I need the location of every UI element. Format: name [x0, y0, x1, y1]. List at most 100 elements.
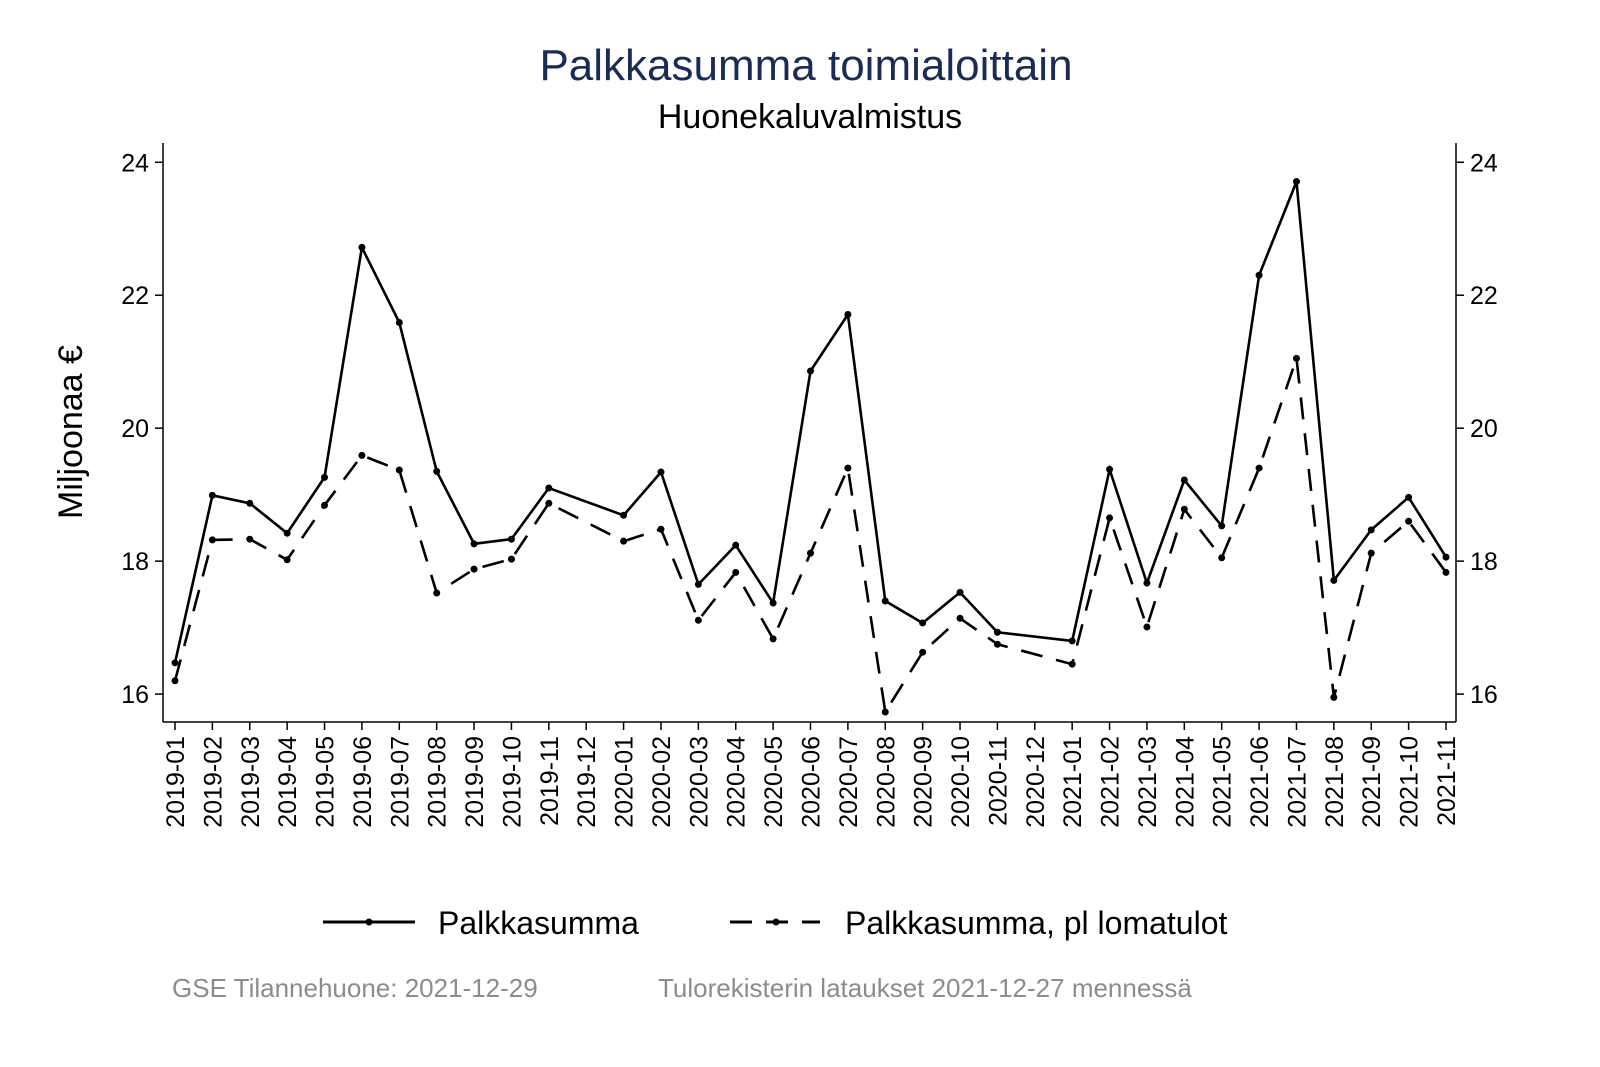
data-point — [507, 535, 515, 543]
x-tick-label: 2020-06 — [798, 736, 826, 828]
data-point — [1367, 526, 1375, 534]
x-tick-label: 2021-07 — [1283, 736, 1311, 828]
y-tick-label-left: 20 — [121, 415, 149, 443]
data-point — [1106, 465, 1114, 473]
data-point — [1292, 178, 1300, 186]
data-point — [1218, 522, 1226, 530]
x-tick-label: 2019-08 — [424, 736, 452, 828]
data-point — [171, 659, 179, 667]
x-tick-label: 2020-04 — [723, 736, 751, 828]
data-point — [208, 491, 216, 499]
legend-solid-marker — [365, 918, 373, 926]
x-tick-label: 2021-06 — [1246, 736, 1274, 828]
y-tick-label-right: 18 — [1470, 548, 1498, 576]
data-point — [1143, 579, 1151, 587]
data-point — [1180, 505, 1188, 513]
data-point — [694, 580, 702, 588]
data-point — [1180, 476, 1188, 484]
y-tick-label-right: 24 — [1470, 149, 1498, 177]
data-point — [470, 565, 478, 573]
x-tick-label: 2020-05 — [760, 736, 788, 828]
footer-data-note: Tulorekisterin lataukset 2021-12-27 menn… — [658, 973, 1192, 1003]
data-point — [171, 677, 179, 685]
x-tick-label: 2020-09 — [910, 736, 938, 828]
data-point — [1068, 637, 1076, 645]
series-line-pl-lomatulot — [173, 357, 1448, 716]
data-point — [358, 243, 366, 251]
data-point — [881, 597, 889, 605]
legend-label-palkkasumma: Palkkasumma — [438, 905, 639, 941]
footer-source-date: GSE Tilannehuone: 2021-12-29 — [172, 973, 538, 1003]
x-tick-label: 2021-01 — [1059, 736, 1087, 828]
data-point — [844, 464, 852, 472]
data-point — [732, 568, 740, 576]
data-point — [1442, 553, 1450, 561]
data-point — [395, 318, 403, 326]
data-point — [620, 511, 628, 519]
x-tick-label: 2019-11 — [536, 736, 564, 826]
data-point — [1218, 554, 1226, 562]
data-point — [1143, 623, 1151, 631]
data-point — [545, 499, 553, 507]
y-tick-label-right: 22 — [1470, 282, 1498, 310]
x-tick-label: 2020-11 — [984, 736, 1012, 826]
data-point — [321, 501, 329, 509]
data-point — [433, 467, 441, 475]
data-point — [545, 484, 553, 492]
x-tick-label: 2019-02 — [199, 736, 227, 828]
x-tick-label: 2021-05 — [1209, 736, 1237, 828]
data-point — [246, 499, 254, 507]
x-tick-label: 2021-08 — [1321, 736, 1349, 828]
x-tick-label: 2019-03 — [237, 736, 265, 828]
x-tick-label: 2020-02 — [648, 736, 676, 828]
x-tick-label: 2019-09 — [461, 736, 489, 828]
data-point — [769, 635, 777, 643]
data-point — [993, 640, 1001, 648]
data-point — [1068, 660, 1076, 668]
x-tick-label: 2020-01 — [611, 736, 639, 828]
data-point — [1255, 271, 1263, 279]
chart-subtitle: Huonekaluvalmistus — [658, 98, 962, 136]
data-point — [919, 619, 927, 627]
data-point — [1367, 549, 1375, 557]
legend: Palkkasumma Palkkasumma, pl lomatulot — [323, 905, 1227, 941]
x-tick-label: 2020-07 — [835, 736, 863, 828]
y-tick-label-right: 16 — [1470, 681, 1498, 709]
legend-dashed-marker — [772, 918, 780, 926]
data-point — [881, 708, 889, 716]
data-point — [321, 473, 329, 481]
data-point — [844, 311, 852, 319]
data-point — [1330, 576, 1338, 584]
data-point — [1106, 514, 1114, 522]
x-tick-label: 2021-10 — [1396, 736, 1424, 828]
data-point — [1442, 568, 1450, 576]
data-point — [395, 466, 403, 474]
x-tick-label: 2021-02 — [1097, 736, 1125, 828]
data-point — [956, 588, 964, 596]
data-point — [1292, 354, 1300, 362]
data-point — [694, 616, 702, 624]
y-tick-label-left: 16 — [121, 681, 149, 709]
y-tick-label-left: 22 — [121, 282, 149, 310]
data-point — [732, 541, 740, 549]
x-tick-label: 2019-05 — [312, 736, 340, 828]
data-point — [1330, 693, 1338, 701]
x-tick-label: 2019-01 — [162, 736, 190, 828]
x-tick-label: 2019-04 — [274, 736, 302, 828]
data-point — [246, 535, 254, 543]
series-line-palkkasumma — [173, 181, 1448, 664]
data-point — [620, 537, 628, 545]
data-point — [1405, 493, 1413, 501]
data-point — [993, 628, 1001, 636]
data-point — [283, 556, 291, 564]
x-tick-label: 2020-12 — [1022, 736, 1050, 828]
x-tick-label: 2020-08 — [872, 736, 900, 828]
x-tick-label: 2019-12 — [573, 736, 601, 828]
chart-title: Palkkasumma toimialoittain — [539, 41, 1072, 90]
x-tick-label: 2021-11 — [1433, 736, 1461, 826]
data-point — [657, 525, 665, 533]
x-tick-label: 2020-03 — [685, 736, 713, 828]
data-point — [470, 540, 478, 548]
data-point — [807, 549, 814, 557]
data-point — [507, 555, 515, 563]
